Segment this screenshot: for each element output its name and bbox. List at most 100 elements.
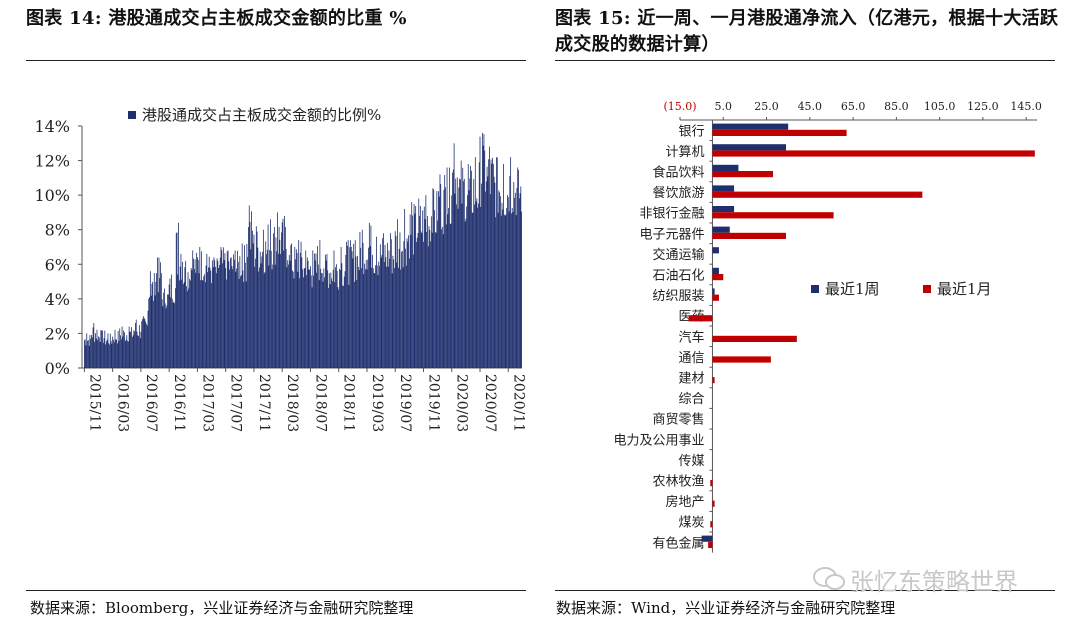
share-bar <box>232 269 234 368</box>
legend-label: 港股通成交占主板成交金额的比例% <box>142 106 381 124</box>
share-bar <box>311 287 313 368</box>
share-bar <box>405 265 407 368</box>
share-bar <box>378 261 380 368</box>
share-bar <box>327 270 329 368</box>
share-bar <box>306 257 308 368</box>
y-tick-label: 0% <box>45 359 70 378</box>
share-bar <box>156 273 158 368</box>
share-bar <box>251 211 252 368</box>
share-bar <box>470 170 472 368</box>
share-bar <box>109 344 110 368</box>
share-bar <box>273 233 274 368</box>
share-bar <box>253 234 255 368</box>
share-bar <box>412 254 414 368</box>
share-bar <box>510 157 512 368</box>
x-tick-label: 2020/07 <box>482 374 498 432</box>
share-bar <box>512 212 514 368</box>
share-bar <box>397 267 399 368</box>
share-bar <box>91 337 93 368</box>
share-bar <box>274 264 276 368</box>
share-bar <box>406 238 408 368</box>
x-tick-label: 2015/11 <box>86 374 102 432</box>
month-bar <box>712 335 797 342</box>
share-bar <box>313 275 314 368</box>
share-bar <box>216 258 218 368</box>
share-bar <box>138 335 139 368</box>
share-bar <box>443 189 445 368</box>
legend-label: 最近1周 <box>825 280 880 298</box>
category-label: 计算机 <box>665 145 704 160</box>
share-bar <box>208 256 210 368</box>
share-bar <box>238 278 240 368</box>
share-bar <box>372 268 374 368</box>
share-bar <box>269 250 271 368</box>
share-bar <box>486 166 488 368</box>
share-bar <box>439 174 441 368</box>
share-bars <box>84 132 523 368</box>
share-bar <box>189 280 191 368</box>
share-bar <box>152 281 154 368</box>
share-bar <box>249 221 251 368</box>
share-bar <box>188 288 190 368</box>
share-bar <box>328 287 329 368</box>
y-tick-label: 2% <box>45 324 70 343</box>
month-bar <box>712 212 834 219</box>
share-bar <box>423 206 425 368</box>
share-bar <box>356 280 358 368</box>
share-bar <box>97 340 99 368</box>
share-bar <box>250 249 252 368</box>
share-bar <box>405 248 406 368</box>
week-bar <box>712 288 715 295</box>
share-bar <box>98 337 100 368</box>
share-bar <box>255 226 257 368</box>
share-bar <box>134 331 136 368</box>
share-bar <box>437 220 439 368</box>
share-bar <box>313 253 315 368</box>
share-bar <box>164 288 165 368</box>
share-bar <box>99 342 101 368</box>
share-bar <box>237 261 239 368</box>
share-bar <box>294 246 296 368</box>
share-bar <box>390 239 392 368</box>
share-bar <box>308 269 310 368</box>
share-bar <box>233 254 234 368</box>
share-bar <box>286 267 288 368</box>
x-tick-label: 2020/03 <box>454 374 470 432</box>
share-bar <box>153 272 155 368</box>
share-bar <box>328 273 330 368</box>
category-label: 传媒 <box>678 454 704 469</box>
share-bar <box>168 284 170 368</box>
legend-swatch <box>128 111 136 119</box>
share-bar <box>248 205 250 368</box>
share-bar <box>349 247 351 368</box>
share-bar <box>402 267 404 368</box>
category-label: 建材 <box>678 372 704 387</box>
share-bar <box>157 292 159 368</box>
share-bar <box>135 319 137 368</box>
share-bar <box>511 207 513 368</box>
share-bar <box>208 267 209 368</box>
category-label: 农林牧渔 <box>652 475 704 490</box>
share-bar <box>287 260 289 368</box>
share-bar <box>493 176 495 368</box>
x-tick-label: 2018/03 <box>284 374 300 432</box>
share-bar <box>518 169 519 368</box>
share-bar <box>480 206 482 368</box>
share-bar <box>471 212 473 368</box>
share-bar <box>241 243 243 368</box>
x-tick-label: 45.0 <box>798 100 823 113</box>
share-bar <box>96 329 98 368</box>
legend-swatch <box>923 285 931 293</box>
share-bar <box>273 227 275 368</box>
share-bar <box>140 331 142 368</box>
share-bar <box>240 275 242 368</box>
share-bar <box>358 270 360 368</box>
share-bar <box>129 331 131 368</box>
share-bar <box>266 249 268 368</box>
x-tick-label: 2016/07 <box>143 374 159 432</box>
share-bar <box>374 273 376 368</box>
share-bar <box>482 145 484 368</box>
share-bar <box>206 253 208 368</box>
share-bar <box>467 164 469 368</box>
share-bar <box>95 338 97 368</box>
